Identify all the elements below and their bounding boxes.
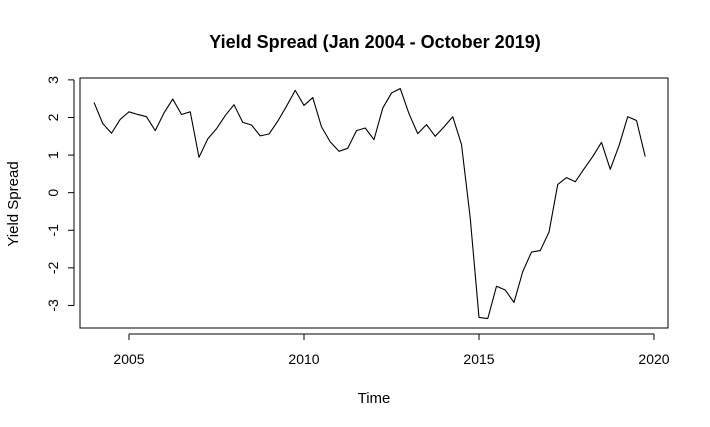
y-axis-title: Yield Spread [5, 161, 22, 246]
y-tick-label: -2 [45, 261, 61, 274]
y-tick-label: 0 [45, 189, 61, 197]
plot-frame [79, 77, 669, 329]
y-tick-label: -1 [45, 224, 61, 237]
x-tick-label: 2005 [113, 351, 144, 367]
y-tick-label: 2 [45, 113, 61, 121]
y-tick-label: 3 [45, 76, 61, 84]
chart-title: Yield Spread (Jan 2004 - October 2019) [209, 32, 540, 52]
x-tick-label: 2020 [638, 351, 669, 367]
y-axis: -3 -2 -1 0 1 2 3 [45, 76, 75, 312]
x-tick-label: 2015 [463, 351, 494, 367]
y-tick-label: 1 [45, 151, 61, 159]
series-line-yield-spread [93, 87, 646, 320]
x-axis: 2005 2010 2015 2020 [113, 333, 670, 367]
y-tick-label: -3 [45, 299, 61, 312]
x-axis-title: Time [358, 390, 391, 407]
x-tick-label: 2010 [288, 351, 319, 367]
